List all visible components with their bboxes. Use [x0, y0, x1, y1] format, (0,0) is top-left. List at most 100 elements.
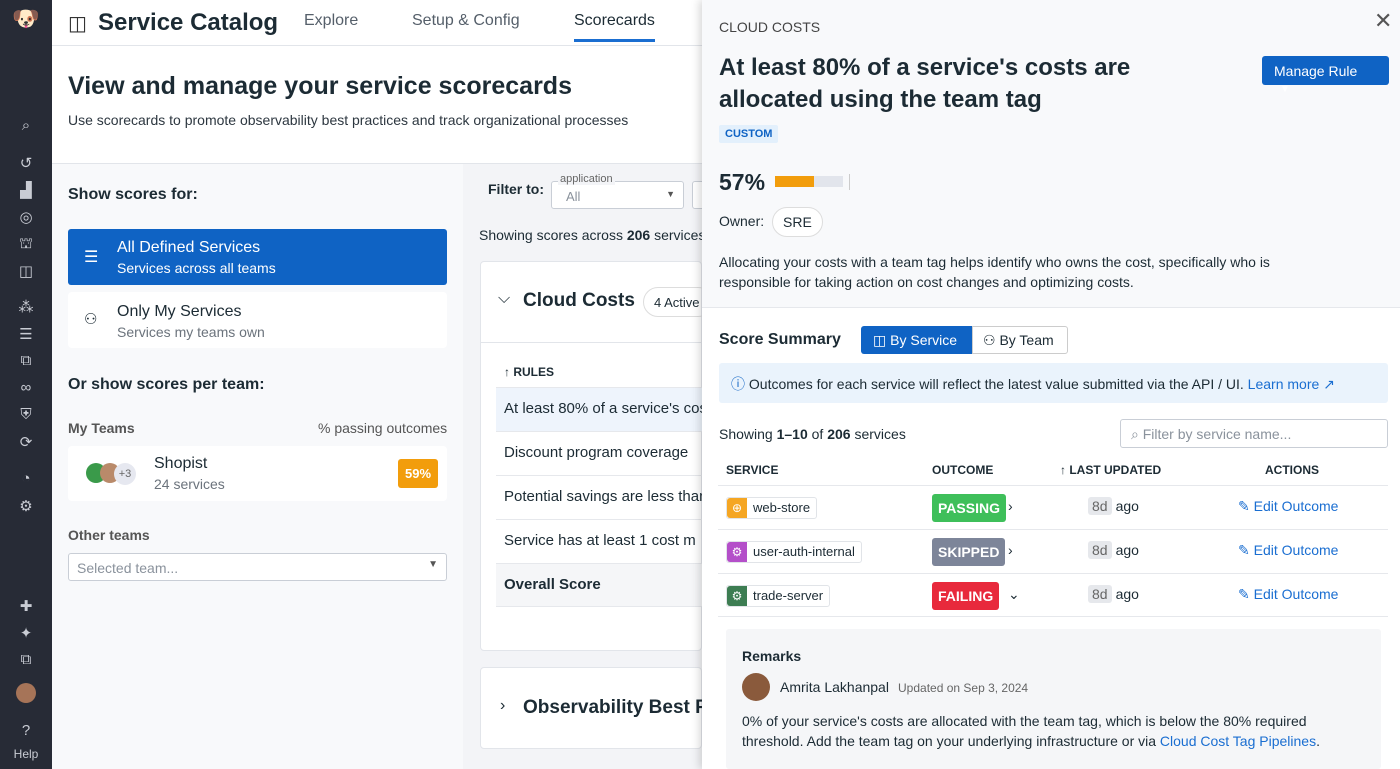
- caret-down-icon: ▼: [428, 559, 438, 570]
- external-link-icon: ↗: [1323, 376, 1335, 392]
- help-label[interactable]: Help: [13, 747, 39, 761]
- nav-sidebar: 🐶 ⌕ ↺ ▟ ◎ ⛫ ◫ ⁂ ☰ ⧉ ∞ ⛨ ⟳ ◔ ⚙ ✚ ✦ ⧉ ? He…: [0, 0, 52, 769]
- divider: [849, 174, 850, 190]
- service-tag[interactable]: ⚙ user-auth-internal: [726, 541, 862, 563]
- column-last-updated[interactable]: ↑ LAST UPDATED: [1060, 463, 1162, 477]
- service-tag[interactable]: ⊕ web-store: [726, 497, 818, 519]
- scorecard-title[interactable]: Cloud Costs: [523, 290, 635, 311]
- remarks-panel: Remarks Amrita Lakhanpal Updated on Sep …: [726, 629, 1381, 769]
- drawer-header: [702, 0, 1400, 308]
- arrow-up-icon: ↑: [1060, 463, 1070, 477]
- info-icon: ⓘ: [731, 376, 745, 392]
- service-filter-input[interactable]: ⌕ Filter by service name...: [1120, 419, 1388, 448]
- toggle-by-team[interactable]: ⚇ By Team: [972, 326, 1068, 354]
- option-title: All Defined Services: [117, 239, 261, 256]
- my-teams-label: My Teams: [68, 420, 135, 436]
- info-banner: ⓘ Outcomes for each service will reflect…: [719, 363, 1388, 403]
- show-scores-heading: Show scores for:: [68, 186, 198, 203]
- team-services: 24 services: [154, 476, 225, 492]
- logs-icon[interactable]: ☰: [19, 326, 33, 343]
- chevron-right-icon[interactable]: ›: [500, 697, 506, 714]
- chart-icon[interactable]: ▟: [20, 182, 32, 199]
- page-subtitle: Use scorecards to promote observability …: [68, 112, 629, 128]
- tab-scorecards[interactable]: Scorecards: [574, 12, 655, 42]
- tab-setup-config[interactable]: Setup & Config: [412, 12, 520, 29]
- score-progress-bar: [775, 176, 843, 187]
- edit-outcome-link[interactable]: ✎ Edit Outcome: [1238, 586, 1339, 602]
- dog-logo-icon[interactable]: 🐶: [12, 6, 40, 31]
- remark-date: Updated on Sep 3, 2024: [898, 681, 1029, 695]
- security-icon[interactable]: ⛨: [20, 406, 32, 423]
- user-avatar-icon[interactable]: [0, 683, 52, 707]
- integrations-icon[interactable]: ✚: [19, 598, 33, 615]
- edit-outcome-link[interactable]: ✎ Edit Outcome: [1238, 498, 1339, 514]
- outcome-badge[interactable]: SKIPPED: [932, 538, 1006, 566]
- gears-icon: ⚙: [727, 542, 747, 562]
- catalog-icon: ◫: [68, 13, 87, 35]
- remark-author: Amrita Lakhanpal: [780, 679, 889, 695]
- manage-rule-button[interactable]: Manage Rule ▼: [1262, 56, 1389, 95]
- filter-field-label: application: [558, 173, 615, 185]
- drawer-title: At least 80% of a service's costs are al…: [719, 54, 1131, 113]
- window-icon[interactable]: ⧉: [20, 651, 32, 668]
- option-title: Only My Services: [117, 303, 242, 320]
- link-icon[interactable]: ∞: [20, 379, 32, 396]
- outcome-badge[interactable]: PASSING: [932, 494, 1006, 522]
- filter-label: Filter to:: [488, 181, 544, 197]
- monitor-icon[interactable]: ⚙: [19, 498, 33, 515]
- table-row: ⊕ web-store PASSING › 8d ago ✎ Edit Outcom…: [718, 485, 1388, 529]
- overall-score-row: Overall Score: [496, 563, 702, 607]
- scorecard-title[interactable]: Observability Best Practices: [523, 697, 702, 718]
- outcome-badge[interactable]: FAILING: [932, 582, 1000, 610]
- option-only-my-services[interactable]: ⚇ Only My Services Services my teams own: [68, 292, 447, 348]
- history-icon[interactable]: ↺: [19, 155, 33, 172]
- chevron-down-icon[interactable]: ⌵: [498, 290, 511, 307]
- target-icon[interactable]: ◎: [19, 209, 33, 226]
- caret-down-icon: ▼: [666, 189, 675, 199]
- globe-icon: ⊕: [727, 498, 747, 518]
- edit-outcome-link[interactable]: ✎ Edit Outcome: [1238, 542, 1339, 558]
- table-row: ⚙ user-auth-internal SKIPPED › 8d ago ✎ Ed…: [718, 529, 1388, 573]
- close-icon[interactable]: ✕: [1374, 8, 1393, 33]
- column-actions: ACTIONS: [1265, 463, 1319, 477]
- remarks-title: Remarks: [742, 648, 802, 664]
- team-row-shopist[interactable]: +3 Shopist 24 services 59%: [68, 446, 447, 501]
- learn-more-link[interactable]: Learn more ↗: [1247, 376, 1335, 392]
- chevron-down-icon[interactable]: ⌄: [1008, 586, 1020, 602]
- drawer-eyebrow: CLOUD COSTS: [719, 19, 821, 35]
- divider: [480, 342, 702, 343]
- graph-icon[interactable]: ⁂: [18, 299, 34, 316]
- rule-row[interactable]: At least 80% of a service's costs are al…: [496, 387, 702, 431]
- toggle-by-service[interactable]: ◫ By Service: [861, 326, 972, 354]
- remark-text: 0% of your service's costs are allocated…: [742, 713, 1320, 749]
- option-subtitle: Services across all teams: [117, 260, 276, 276]
- rule-row[interactable]: Discount program coverage: [496, 431, 702, 475]
- application-filter[interactable]: application All ▼: [551, 173, 684, 209]
- service-tag[interactable]: ⚙ trade-server: [726, 585, 831, 607]
- gauge-icon[interactable]: ◔: [21, 470, 31, 487]
- catalog-icon[interactable]: ◫: [18, 263, 34, 280]
- tag-pipelines-link[interactable]: Cloud Cost Tag Pipelines: [1159, 733, 1317, 749]
- refresh-icon[interactable]: ⟳: [19, 434, 33, 451]
- sparkle-icon[interactable]: ✦: [19, 625, 33, 642]
- tab-explore[interactable]: Explore: [304, 12, 359, 29]
- rule-description: Allocating your costs with a team tag he…: [719, 254, 1270, 290]
- search-icon[interactable]: ⌕: [21, 117, 31, 134]
- pencil-icon: ✎: [1238, 542, 1254, 558]
- rule-row[interactable]: Service has at least 1 cost m: [496, 519, 702, 563]
- gears-icon: ⚙: [727, 586, 747, 606]
- rule-row[interactable]: Potential savings are less than: [496, 475, 702, 519]
- column-outcome: OUTCOME: [932, 463, 994, 477]
- help-icon[interactable]: ?: [21, 722, 31, 739]
- rules-header[interactable]: ↑ RULES: [504, 365, 555, 379]
- chevron-right-icon[interactable]: ›: [1008, 542, 1013, 558]
- chevron-right-icon[interactable]: ›: [1008, 498, 1013, 514]
- column-service: SERVICE: [726, 463, 779, 477]
- page-title: View and manage your service scorecards: [68, 72, 572, 100]
- per-team-heading: Or show scores per team:: [68, 376, 265, 393]
- option-all-defined-services[interactable]: ☰ All Defined Services Services across a…: [68, 229, 447, 285]
- team-select[interactable]: Selected team... ▼: [68, 553, 447, 581]
- apm-icon[interactable]: ⧉: [20, 352, 32, 369]
- binoculars-icon[interactable]: ⛫: [19, 235, 33, 252]
- owner-badge[interactable]: SRE: [772, 207, 823, 237]
